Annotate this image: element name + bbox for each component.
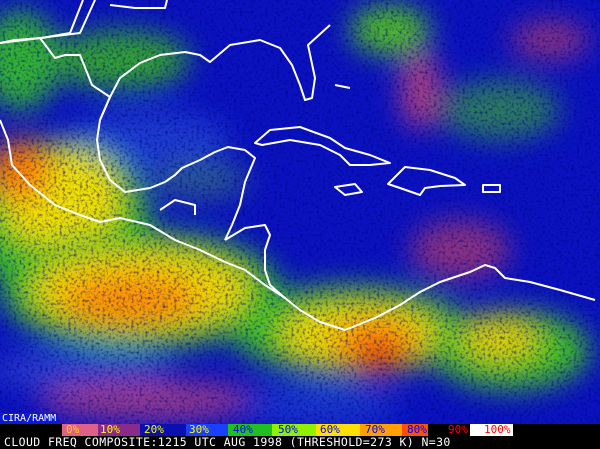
- legend-swatch: [428, 424, 470, 436]
- legend-swatch: [360, 424, 402, 436]
- bahamas: [334, 84, 351, 89]
- legend-swatch: [140, 424, 186, 436]
- legend-swatch: [316, 424, 360, 436]
- legend-swatch: [98, 424, 140, 436]
- jamaica: [334, 183, 363, 196]
- hispaniola: [387, 166, 466, 196]
- legend-swatch: [402, 424, 428, 436]
- legend-label: 10%: [100, 423, 120, 436]
- legend-label: 60%: [320, 423, 340, 436]
- legend-label: 0%: [66, 423, 80, 436]
- legend-swatch: [228, 424, 272, 436]
- central-america-caribbean-coast: [224, 224, 286, 299]
- texture-overlay: [0, 0, 600, 424]
- legend-label: 50%: [278, 423, 298, 436]
- coastlines: [0, 0, 596, 331]
- cloud-frequency-map: [0, 0, 600, 424]
- us-state-line: [0, 0, 84, 44]
- state-borders: [109, 0, 168, 9]
- pacific-and-south-coast: [0, 119, 596, 331]
- credit-label: CIRA/RAMM: [0, 413, 59, 424]
- legend-label: 90%: [448, 423, 468, 436]
- legend-label: 70%: [365, 423, 385, 436]
- cuba: [254, 126, 391, 166]
- color-scale-legend: 0% 10% 20% 30% 40% 50% 60% 70% 80% 90% 100%: [0, 424, 600, 436]
- mexico-gulf-coast: [96, 119, 256, 241]
- legend-label: 40%: [233, 423, 253, 436]
- legend-label: 80%: [407, 423, 427, 436]
- legend-label: 100%: [484, 423, 511, 436]
- legend-swatch: [470, 424, 513, 436]
- legend-swatch: [186, 424, 228, 436]
- legend-label: 30%: [189, 423, 209, 436]
- legend-swatch: [62, 424, 98, 436]
- legend-swatch: [272, 424, 316, 436]
- puerto-rico: [482, 184, 501, 193]
- country-borders: [159, 199, 196, 215]
- legend-label: 20%: [144, 423, 164, 436]
- gulf-coast: [99, 24, 331, 121]
- image-caption: CLOUD FREQ COMPOSITE:1215 UTC AUG 1998 (…: [4, 435, 451, 449]
